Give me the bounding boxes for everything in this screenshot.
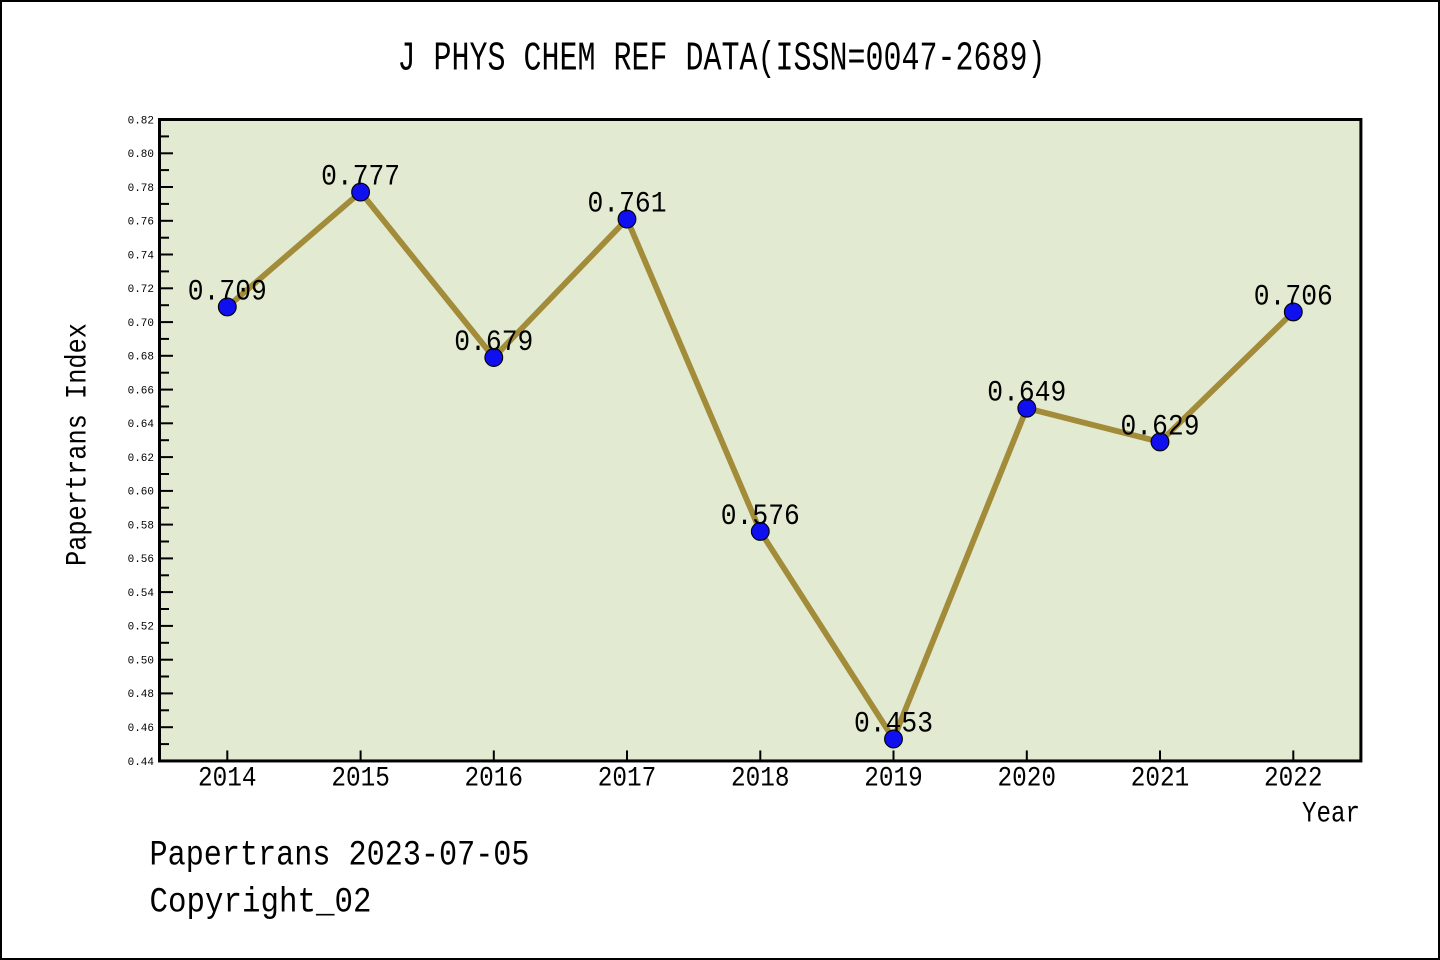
svg-text:0.82: 0.82 (128, 115, 154, 127)
svg-text:0.76: 0.76 (128, 217, 154, 229)
svg-text:0.629: 0.629 (1121, 410, 1200, 444)
svg-text:0.52: 0.52 (128, 622, 154, 634)
svg-text:0.68: 0.68 (128, 352, 154, 364)
svg-text:Papertrans 2023-07-05: Papertrans 2023-07-05 (150, 835, 530, 876)
svg-text:2020: 2020 (998, 764, 1057, 795)
svg-text:2015: 2015 (331, 764, 390, 795)
svg-text:0.72: 0.72 (128, 284, 154, 296)
svg-text:2017: 2017 (598, 764, 657, 795)
svg-text:Papertrans Index: Papertrans Index (62, 323, 96, 566)
svg-text:0.649: 0.649 (987, 377, 1066, 411)
svg-text:Year: Year (1302, 797, 1360, 831)
svg-text:0.777: 0.777 (321, 161, 400, 195)
svg-text:0.62: 0.62 (128, 453, 154, 465)
svg-text:0.706: 0.706 (1254, 280, 1333, 314)
svg-text:0.54: 0.54 (128, 588, 155, 600)
svg-text:0.70: 0.70 (128, 318, 154, 330)
svg-text:Copyright_02: Copyright_02 (150, 882, 372, 923)
svg-text:0.66: 0.66 (128, 385, 154, 397)
svg-text:2019: 2019 (864, 764, 923, 795)
svg-text:0.44: 0.44 (128, 757, 155, 769)
svg-text:0.576: 0.576 (721, 500, 800, 534)
svg-text:0.453: 0.453 (854, 708, 933, 742)
svg-text:0.58: 0.58 (128, 520, 154, 532)
svg-text:0.679: 0.679 (454, 326, 533, 360)
svg-text:0.64: 0.64 (128, 419, 155, 431)
svg-text:2016: 2016 (465, 764, 524, 795)
svg-text:J PHYS CHEM REF DATA(ISSN=0047: J PHYS CHEM REF DATA(ISSN=0047-2689) (398, 37, 1046, 83)
svg-text:0.48: 0.48 (128, 689, 154, 701)
svg-text:0.709: 0.709 (188, 275, 267, 309)
svg-text:2022: 2022 (1264, 764, 1323, 795)
svg-text:0.50: 0.50 (128, 656, 154, 668)
svg-text:2014: 2014 (198, 764, 257, 795)
svg-text:0.761: 0.761 (588, 188, 667, 222)
svg-text:0.74: 0.74 (128, 250, 155, 262)
svg-text:0.60: 0.60 (128, 487, 154, 499)
svg-text:2018: 2018 (731, 764, 790, 795)
svg-text:0.80: 0.80 (128, 149, 154, 161)
svg-text:0.56: 0.56 (128, 554, 154, 566)
svg-text:0.78: 0.78 (128, 183, 154, 195)
svg-text:0.46: 0.46 (128, 723, 154, 735)
svg-text:2021: 2021 (1131, 764, 1190, 795)
